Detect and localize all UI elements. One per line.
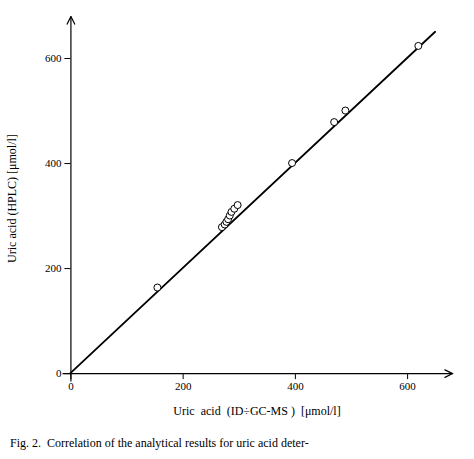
point <box>331 119 338 126</box>
tick-mark <box>64 268 70 269</box>
chart: 0 200 400 600 0 200 400 600 Uric acid (ID÷GC-MS … <box>0 0 474 459</box>
point <box>154 284 161 291</box>
tick-mark <box>64 163 70 164</box>
tick-label: 600 <box>45 52 62 64</box>
tick: 400 <box>45 157 71 169</box>
regression-line <box>70 32 435 373</box>
tick-mark <box>64 58 70 59</box>
point <box>342 107 349 114</box>
tick: 600 <box>45 52 71 64</box>
y-axis: 0 200 400 600 <box>45 17 71 382</box>
caption: Fig. 2. Correlation of the analytical re… <box>10 436 309 450</box>
axis-line <box>70 17 71 382</box>
tick: 600 <box>399 373 416 392</box>
axis-line <box>63 373 453 374</box>
tick-label: 0 <box>56 367 62 379</box>
tick-mark <box>183 373 184 379</box>
y-axis-title: Uric acid (HPLC) [μmol/l] <box>5 134 19 263</box>
tick: 200 <box>45 262 71 274</box>
x-axis: 0 200 400 600 <box>63 373 453 392</box>
tick-label: 0 <box>68 380 74 392</box>
point <box>289 160 296 167</box>
tick: 200 <box>175 373 192 392</box>
plot: 0 200 400 600 0 200 400 600 Uric acid (ID÷GC-MS … <box>5 17 453 419</box>
tick-label: 200 <box>175 380 192 392</box>
tick-mark <box>295 373 296 379</box>
tick-label: 200 <box>45 262 62 274</box>
point <box>234 202 241 209</box>
scatter-points <box>154 42 422 291</box>
tick-mark <box>407 373 408 379</box>
data-marks <box>70 32 435 373</box>
tick-label: 600 <box>399 380 416 392</box>
point <box>415 42 422 49</box>
tick-mark <box>64 373 70 374</box>
x-axis-title: Uric acid (ID÷GC-MS ) [μmol/l] <box>173 404 340 418</box>
tick-label: 400 <box>45 157 62 169</box>
tick: 400 <box>287 373 304 392</box>
tick: 0 <box>56 367 71 379</box>
tick-label: 400 <box>287 380 304 392</box>
